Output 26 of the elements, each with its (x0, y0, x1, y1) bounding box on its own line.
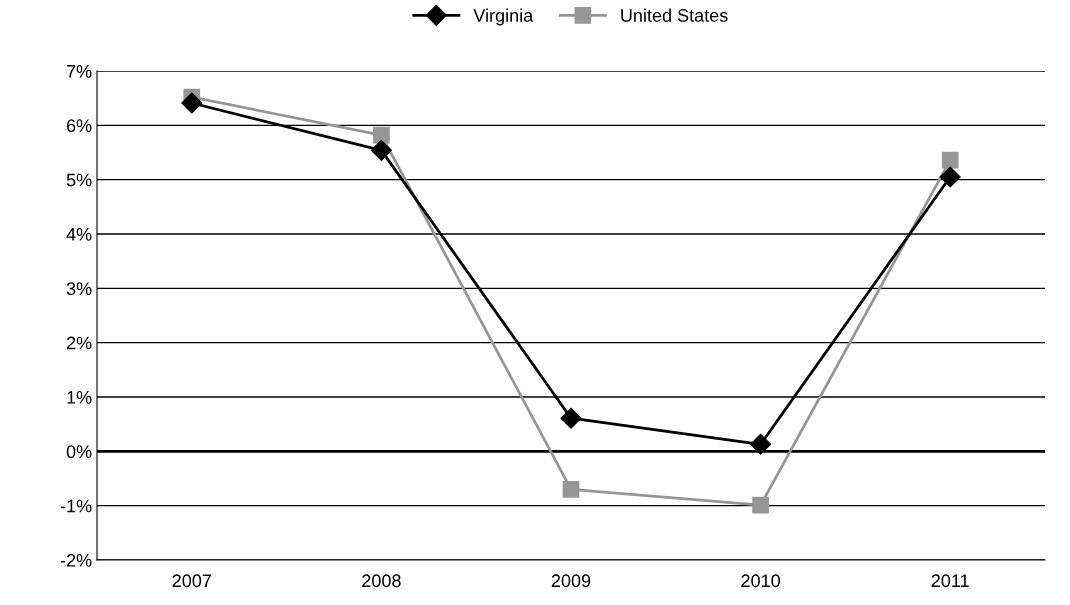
point (370, 139, 392, 161)
y-tick-label: 7% (66, 65, 92, 78)
point (560, 407, 582, 429)
point (562, 481, 580, 498)
x-tick-label: 2008 (362, 574, 401, 588)
x-tick-label: 2011 (931, 574, 969, 588)
y-tick-label: 2% (66, 336, 92, 350)
y-tick-label: 3% (66, 282, 92, 296)
y-tick-label: -2% (60, 553, 92, 567)
point (181, 92, 203, 114)
y-tick-label: 0% (66, 445, 92, 459)
point (752, 496, 769, 514)
y-tick-label: -1% (60, 499, 92, 513)
legend-label: Virginia (473, 8, 534, 26)
y-tick-label: 4% (66, 228, 92, 241)
y-tick-label: 6% (66, 119, 92, 133)
point (939, 166, 961, 188)
point (941, 151, 959, 169)
y-tick-label: 5% (66, 173, 92, 187)
legend-label: United States (621, 8, 728, 22)
x-tick-label: 2010 (741, 574, 780, 588)
point (373, 126, 390, 144)
x-tick-label: 2007 (172, 574, 211, 588)
y-tick-label: 1% (67, 391, 92, 404)
x-tick-label: 2009 (551, 574, 591, 588)
point (750, 433, 772, 455)
